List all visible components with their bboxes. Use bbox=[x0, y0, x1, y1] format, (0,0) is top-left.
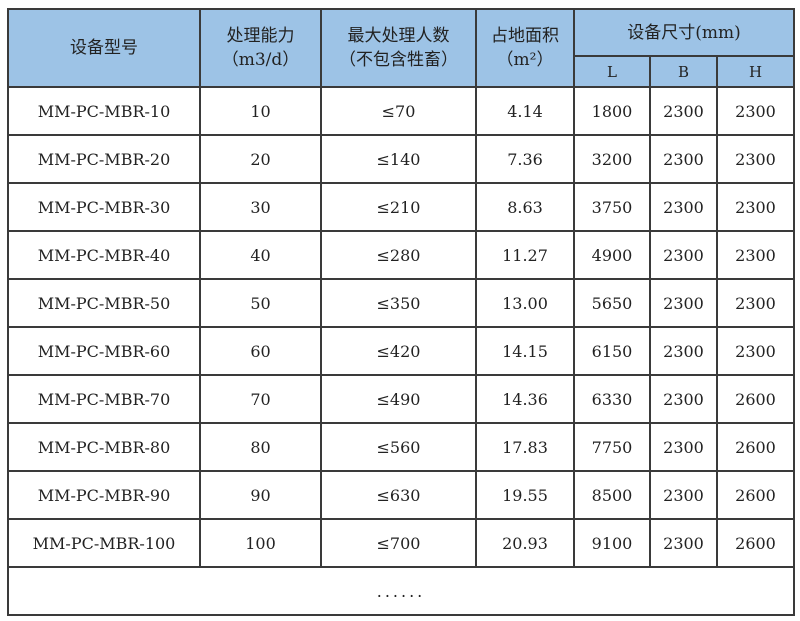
cell-capacity: 10 bbox=[199, 86, 322, 136]
cell-width: 2300 bbox=[649, 422, 718, 472]
cell-height: 2600 bbox=[715, 470, 796, 520]
cell-model: MM-PC-MBR-70 bbox=[7, 374, 201, 424]
header-max-people: 最大处理人数 （不包含牲畜） bbox=[320, 8, 477, 88]
cell-height: 2300 bbox=[715, 134, 796, 184]
cell-max-people: ≤490 bbox=[320, 374, 477, 424]
cell-area: 14.36 bbox=[475, 374, 575, 424]
cell-max-people: ≤420 bbox=[320, 326, 477, 376]
cell-model: MM-PC-MBR-20 bbox=[7, 134, 201, 184]
cell-model: MM-PC-MBR-10 bbox=[7, 86, 201, 136]
cell-width: 2300 bbox=[649, 326, 718, 376]
cell-model: MM-PC-MBR-30 bbox=[7, 182, 201, 232]
cell-width: 2300 bbox=[649, 134, 718, 184]
cell-max-people: ≤280 bbox=[320, 230, 477, 280]
cell-area: 17.83 bbox=[475, 422, 575, 472]
cell-model: MM-PC-MBR-100 bbox=[7, 518, 201, 568]
cell-model: MM-PC-MBR-80 bbox=[7, 422, 201, 472]
cell-length: 6330 bbox=[573, 374, 651, 424]
cell-max-people: ≤210 bbox=[320, 182, 477, 232]
table-row: MM-PC-MBR-10 10 ≤70 4.14 1800 2300 2300 bbox=[7, 86, 796, 136]
cell-height: 2600 bbox=[715, 518, 796, 568]
cell-length: 3750 bbox=[573, 182, 651, 232]
cell-max-people: ≤630 bbox=[320, 470, 477, 520]
table-row: MM-PC-MBR-50 50 ≤350 13.00 5650 2300 2300 bbox=[7, 278, 796, 328]
cell-length: 6150 bbox=[573, 326, 651, 376]
cell-max-people: ≤350 bbox=[320, 278, 477, 328]
table-row: MM-PC-MBR-30 30 ≤210 8.63 3750 2300 2300 bbox=[7, 182, 796, 232]
header-size-l: L bbox=[573, 55, 651, 88]
cell-model: MM-PC-MBR-50 bbox=[7, 278, 201, 328]
cell-capacity: 70 bbox=[199, 374, 322, 424]
cell-height: 2300 bbox=[715, 86, 796, 136]
header-size-h: H bbox=[715, 55, 796, 88]
cell-capacity: 80 bbox=[199, 422, 322, 472]
cell-width: 2300 bbox=[649, 374, 718, 424]
cell-height: 2300 bbox=[715, 230, 796, 280]
cell-capacity: 100 bbox=[199, 518, 322, 568]
more-row: ...... bbox=[6, 566, 796, 616]
cell-height: 2600 bbox=[715, 374, 796, 424]
cell-area: 8.63 bbox=[475, 182, 575, 232]
header-size: 设备尺寸(mm) bbox=[572, 8, 796, 57]
cell-height: 2300 bbox=[715, 326, 796, 376]
cell-width: 2300 bbox=[649, 518, 718, 568]
cell-height: 2300 bbox=[715, 278, 796, 328]
cell-length: 9100 bbox=[573, 518, 651, 568]
cell-area: 13.00 bbox=[475, 278, 575, 328]
table-row: MM-PC-MBR-80 80 ≤560 17.83 7750 2300 2600 bbox=[7, 422, 796, 472]
cell-capacity: 90 bbox=[199, 470, 322, 520]
cell-max-people: ≤700 bbox=[320, 518, 477, 568]
cell-capacity: 50 bbox=[199, 278, 322, 328]
cell-height: 2300 bbox=[715, 182, 796, 232]
cell-area: 7.36 bbox=[475, 134, 575, 184]
cell-capacity: 40 bbox=[199, 230, 322, 280]
cell-model: MM-PC-MBR-60 bbox=[7, 326, 201, 376]
cell-capacity: 30 bbox=[199, 182, 322, 232]
cell-length: 5650 bbox=[573, 278, 651, 328]
cell-length: 3200 bbox=[573, 134, 651, 184]
ellipsis: ...... bbox=[6, 566, 796, 616]
header-capacity: 处理能力 （m3/d） bbox=[199, 8, 322, 88]
table-row: MM-PC-MBR-100 100 ≤700 20.93 9100 2300 2600 bbox=[7, 518, 796, 568]
header-size-b: B bbox=[649, 55, 718, 88]
table-row: MM-PC-MBR-20 20 ≤140 7.36 3200 2300 2300 bbox=[7, 134, 796, 184]
cell-model: MM-PC-MBR-40 bbox=[7, 230, 201, 280]
cell-length: 8500 bbox=[573, 470, 651, 520]
table-row: MM-PC-MBR-90 90 ≤630 19.55 8500 2300 2600 bbox=[7, 470, 796, 520]
cell-model: MM-PC-MBR-90 bbox=[7, 470, 201, 520]
cell-area: 4.14 bbox=[475, 86, 575, 136]
cell-width: 2300 bbox=[649, 230, 718, 280]
cell-capacity: 60 bbox=[199, 326, 322, 376]
cell-height: 2600 bbox=[715, 422, 796, 472]
cell-area: 19.55 bbox=[475, 470, 575, 520]
cell-width: 2300 bbox=[649, 278, 718, 328]
header-area: 占地面积 （m²） bbox=[475, 8, 575, 88]
cell-max-people: ≤140 bbox=[320, 134, 477, 184]
cell-capacity: 20 bbox=[199, 134, 322, 184]
cell-max-people: ≤70 bbox=[320, 86, 477, 136]
header-model: 设备型号 bbox=[7, 8, 201, 88]
cell-width: 2300 bbox=[649, 86, 718, 136]
cell-length: 4900 bbox=[573, 230, 651, 280]
cell-length: 7750 bbox=[573, 422, 651, 472]
equipment-spec-table: 设备型号 处理能力 （m3/d） 最大处理人数 （不包含牲畜） 占地面积 （m²） 设… bbox=[6, 8, 796, 616]
table-row: MM-PC-MBR-40 40 ≤280 11.27 4900 2300 2300 bbox=[7, 230, 796, 280]
table-row: MM-PC-MBR-70 70 ≤490 14.36 6330 2300 2600 bbox=[7, 374, 796, 424]
cell-area: 11.27 bbox=[475, 230, 575, 280]
cell-max-people: ≤560 bbox=[320, 422, 477, 472]
cell-width: 2300 bbox=[649, 470, 718, 520]
table-row: MM-PC-MBR-60 60 ≤420 14.15 6150 2300 2300 bbox=[7, 326, 796, 376]
cell-length: 1800 bbox=[573, 86, 651, 136]
cell-area: 20.93 bbox=[475, 518, 575, 568]
cell-area: 14.15 bbox=[475, 326, 575, 376]
cell-width: 2300 bbox=[649, 182, 718, 232]
